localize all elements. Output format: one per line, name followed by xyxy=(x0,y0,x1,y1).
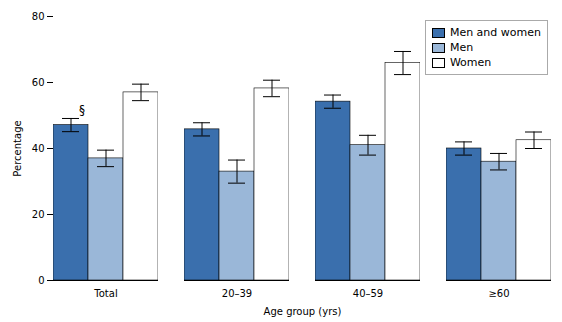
html-text:Women: Women xyxy=(449,56,492,69)
svg-text:40–59: 40–59 xyxy=(353,288,383,299)
svg-text:80: 80 xyxy=(32,11,45,22)
svg-text:Total: Total xyxy=(93,288,117,299)
svg-text:60: 60 xyxy=(32,77,45,88)
svg-text:40: 40 xyxy=(32,143,45,154)
svg-text:0: 0 xyxy=(38,275,44,286)
svg-text:≥60: ≥60 xyxy=(488,288,509,299)
svg-text:20: 20 xyxy=(32,209,45,220)
svg-text:Age group (yrs): Age group (yrs) xyxy=(264,306,342,317)
html-text:Men and women: Men and women xyxy=(449,26,541,39)
svg-text:Percentage: Percentage xyxy=(12,120,23,176)
svg-text:20–39: 20–39 xyxy=(222,288,252,299)
html-text:Men: Men xyxy=(449,41,474,54)
svg-text:§: § xyxy=(79,103,85,117)
